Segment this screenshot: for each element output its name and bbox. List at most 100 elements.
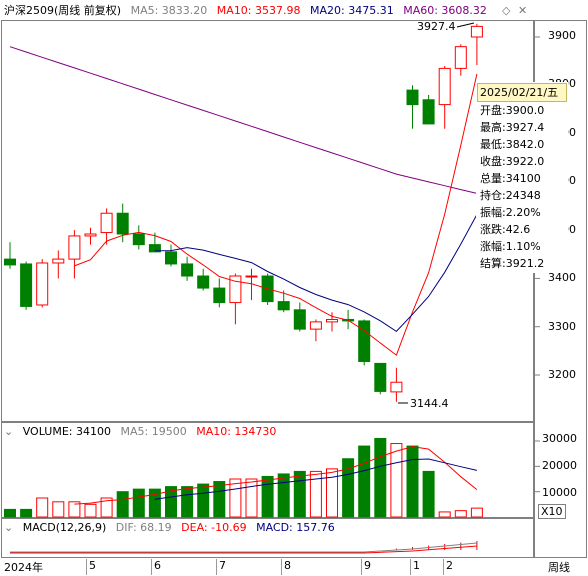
info-low: 最低:3842.0 — [480, 138, 545, 151]
volume-bar — [438, 511, 451, 518]
macd-panel[interactable] — [1, 518, 534, 558]
volume-ma10-label: MA10: 134730 — [196, 425, 277, 438]
volume-bar — [68, 501, 81, 518]
x-axis-label: 6 — [154, 559, 161, 572]
candle-body — [20, 263, 33, 307]
candle-body — [52, 258, 65, 264]
volume-bar — [4, 508, 16, 518]
x-axis-separator — [410, 559, 411, 575]
candle-body — [309, 321, 322, 330]
candle-body — [358, 320, 371, 362]
volume-label: VOLUME: 34100 — [22, 425, 111, 438]
ma20-label: MA20: 3475.31 — [310, 4, 394, 17]
price-axis-label: 3400 — [548, 271, 576, 284]
info-high: 最高:3927.4 — [480, 121, 545, 134]
volume-bar — [390, 443, 403, 518]
volume-bar — [197, 483, 210, 518]
x-axis-label: 1 — [413, 559, 420, 572]
x-axis-separator — [361, 559, 362, 575]
ma60-line — [9, 46, 478, 194]
candle-body — [100, 212, 113, 234]
volume-bar — [342, 458, 355, 518]
info-date: 2025/02/21/五 — [477, 83, 567, 102]
volume-axis-label: 20000 — [542, 459, 577, 472]
volume-bar — [406, 445, 419, 518]
volume-bar — [309, 470, 322, 518]
volume-bar — [20, 508, 33, 518]
volume-ma5-label: MA5: 19500 — [120, 425, 187, 438]
volume-bar — [470, 507, 483, 518]
candle-body — [181, 263, 194, 277]
x-axis-separator — [443, 559, 444, 575]
volume-bar — [181, 486, 194, 518]
ma5-label: MA5: 3833.20 — [130, 4, 208, 17]
x-axis-label: 2024年 — [4, 561, 43, 574]
symbol-title: 沪深2509(周线 前复权) — [4, 4, 122, 17]
macd-header: ⌄ MACD(12,26,9) DIF: 68.19 DEA: -10.69 M… — [4, 519, 341, 537]
x-axis-label: 5 — [89, 559, 96, 572]
macd-dif-line — [10, 542, 477, 553]
volume-axis-label: 10000 — [542, 486, 577, 499]
x-axis-label: 2 — [446, 559, 453, 572]
price-axis-label: 3900 — [548, 29, 576, 42]
candle-body — [422, 99, 435, 125]
candle-body — [406, 89, 419, 106]
chart-header: 沪深2509(周线 前复权) MA5: 3833.20 MA10: 3537.9… — [4, 2, 493, 20]
info-amplitude: 振幅:2.20% — [480, 206, 541, 219]
volume-bar — [326, 468, 338, 518]
price-axis-label: 3200 — [548, 368, 576, 381]
info-change-pct: 涨幅:1.10% — [480, 240, 541, 253]
candle-body — [84, 233, 97, 237]
volume-bar — [165, 486, 177, 518]
volume-bar — [213, 481, 226, 518]
volume-bar — [148, 488, 161, 518]
candle-body — [165, 251, 177, 265]
volume-bar — [100, 497, 113, 518]
candle-body — [36, 262, 49, 306]
price-axis-panel — [534, 20, 587, 558]
candle-body — [197, 275, 210, 289]
volume-bar — [36, 497, 49, 518]
ma10-line — [154, 214, 478, 333]
candle-body — [277, 301, 290, 311]
candle-body — [470, 25, 483, 38]
volume-bar — [132, 488, 145, 518]
candle-body — [213, 287, 226, 304]
volume-unit-badge: X10 — [538, 504, 566, 519]
close-icon[interactable]: ✕ — [518, 4, 528, 17]
info-open-interest: 持仓:24348 — [480, 189, 541, 202]
x-axis-separator — [281, 559, 282, 575]
info-change: 涨跌:42.6 — [480, 223, 531, 236]
info-close: 收盘:3922.0 — [480, 155, 545, 168]
candle-body — [68, 235, 81, 260]
volume-bar — [374, 437, 387, 518]
volume-axis-label: 30000 — [542, 432, 577, 445]
period-label[interactable]: 周线 — [548, 561, 570, 574]
price-axis-label: 3300 — [548, 320, 576, 333]
volume-bar — [245, 478, 258, 518]
macd-label: MACD(12,26,9) — [22, 521, 107, 534]
candle-body — [438, 67, 451, 106]
x-axis-separator — [86, 559, 87, 575]
high-annotation: 3927.4 — [417, 20, 456, 33]
macd-dea-line — [10, 545, 477, 554]
x-axis-label: 7 — [219, 559, 226, 572]
candle-body — [390, 381, 403, 393]
candle-body — [4, 258, 16, 266]
volume-bar — [293, 470, 306, 518]
info-settle: 结算:3921.2 — [480, 257, 545, 270]
x-axis-separator — [151, 559, 152, 575]
candle-body — [293, 309, 306, 330]
volume-toggle-icon[interactable]: ⌄ — [4, 425, 14, 438]
diamond-icon[interactable]: ◇ — [502, 4, 511, 17]
macd-dif-label: DIF: 68.19 — [115, 521, 172, 534]
candle-body — [116, 212, 129, 235]
macd-toggle-icon[interactable]: ⌄ — [4, 521, 14, 534]
info-open: 开盘:3900.0 — [480, 104, 545, 117]
low-annotation: 3144.4 — [410, 397, 449, 410]
volume-ma5-line — [74, 446, 478, 505]
candle-body — [454, 46, 467, 69]
ohlc-info-box: 2025/02/21/五 开盘:3900.0 最高:3927.4 最低:3842… — [476, 82, 568, 273]
